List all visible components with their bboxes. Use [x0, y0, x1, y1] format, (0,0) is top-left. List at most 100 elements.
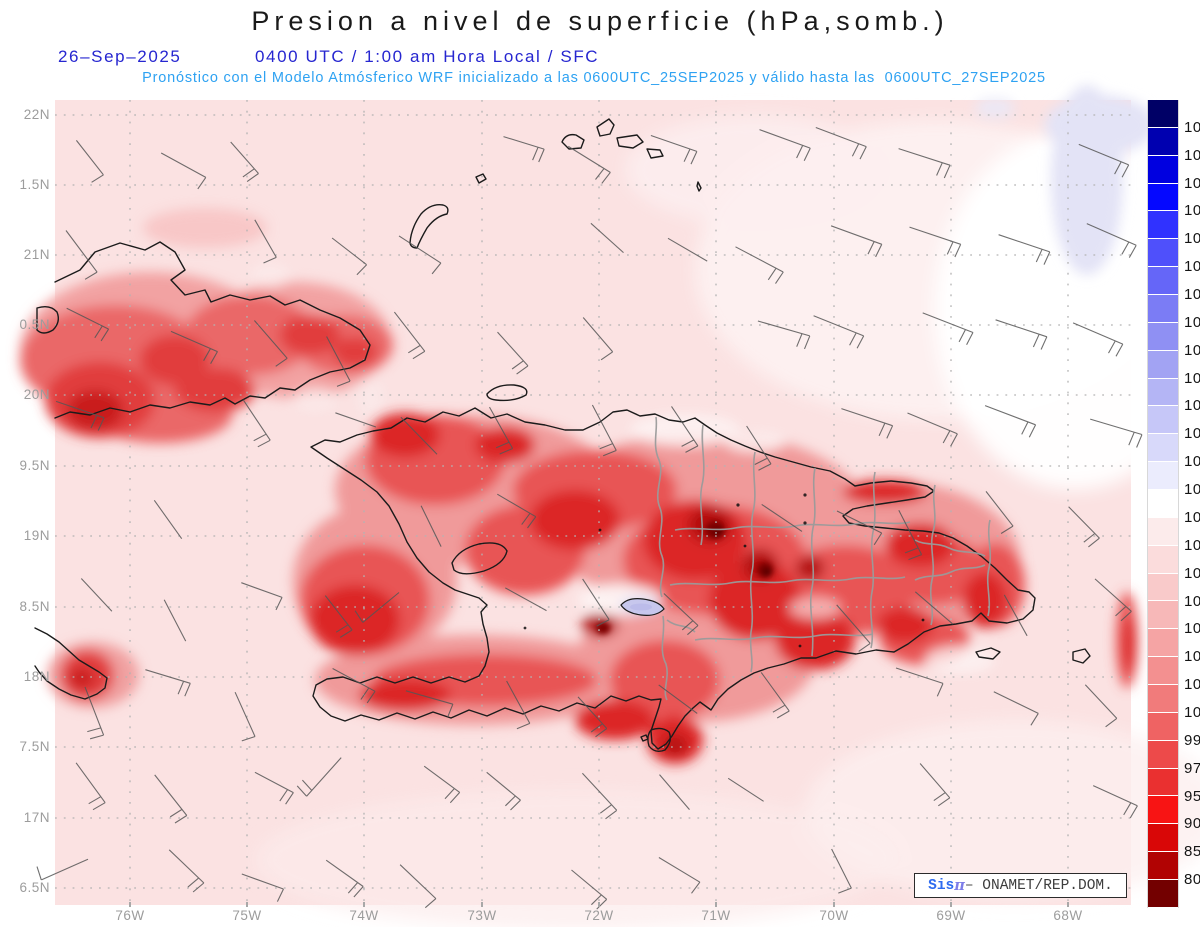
saona-island [975, 647, 1001, 660]
wind-barb [423, 765, 461, 804]
wind-barb [36, 858, 89, 881]
wind-barb [650, 134, 698, 165]
colorbar-segment [1148, 127, 1178, 156]
wind-barb [1092, 785, 1138, 819]
wind-barb [898, 509, 923, 561]
colorbar-tick-label: 900 [1184, 815, 1200, 833]
map-canvas: Sis π – ONAMET/REP.DOM. [20, 85, 1200, 927]
colorbar-segment [1148, 183, 1178, 212]
colorbar-tick-label: 1016 [1184, 425, 1200, 443]
lon-label: 69W [936, 908, 966, 923]
lon-tick [715, 902, 717, 907]
lat-label: 19N [23, 528, 50, 543]
wind-barb [75, 762, 106, 811]
colorbar-tick-label: 1025 [1184, 258, 1200, 276]
page-title: Presion a nivel de superficie (hPa,somb.… [251, 6, 949, 36]
wind-barb [993, 691, 1039, 726]
wind-barb [841, 408, 894, 439]
colorbar-tick-label: 1018 [1184, 369, 1200, 387]
wind-barb [1072, 322, 1124, 357]
colorbar-segment [1148, 267, 1178, 296]
lat-label: 8.5N [19, 599, 50, 614]
lat-label: 1.5N [19, 177, 50, 192]
colorbar-tick-label: 990 [1184, 731, 1200, 749]
wind-barb [582, 578, 610, 627]
colorbar-tick-label: 1014 [1184, 481, 1200, 499]
colorbar [1147, 100, 1179, 908]
wind-barb [497, 493, 537, 529]
colorbar-segment [1148, 239, 1178, 268]
colorbar-segment [1148, 295, 1178, 323]
wind-barb [1078, 143, 1130, 178]
wind-barb [241, 873, 284, 902]
colorbar-segment [1148, 573, 1178, 602]
wind-barb [995, 319, 1048, 350]
cuba-coastline [54, 241, 371, 419]
dr-province-borders [654, 416, 992, 701]
wind-barb [393, 311, 426, 360]
colorbar-tick-label: 1019 [1184, 341, 1200, 359]
inagua-island [36, 305, 60, 334]
lon-tick [363, 902, 365, 907]
wind-barb [836, 604, 871, 652]
wind-barb [998, 234, 1051, 265]
wind-barb [242, 399, 271, 448]
colorbar-tick-label: 1028 [1184, 230, 1200, 248]
wind-barb [919, 763, 951, 807]
colorbar-segment [1148, 852, 1178, 881]
colorbar-tick-label: 1012 [1184, 536, 1200, 554]
lon-tick [129, 902, 131, 907]
lat-label: 6.5N [19, 880, 50, 895]
wind-barb [1086, 223, 1137, 258]
lat-label: 17N [23, 810, 50, 825]
wind-barb [757, 320, 811, 350]
lon-label: 76W [115, 908, 145, 923]
colorbar-segment [1148, 155, 1178, 184]
wind-barb [581, 772, 618, 820]
wind-barb [658, 684, 698, 714]
hispaniola-coastline [310, 407, 1036, 750]
wind-barb [335, 412, 377, 428]
colorbar-segment [1148, 350, 1178, 379]
wind-barb [399, 864, 437, 909]
wind-barb [1090, 418, 1143, 448]
colorbar-segment [1148, 768, 1178, 797]
colorbar-segment [1148, 657, 1178, 686]
watermark-sis: Sis [928, 877, 955, 894]
wind-barb [761, 503, 803, 532]
lat-label: 22N [23, 107, 50, 122]
forecast-date: 26–Sep–2025 [58, 47, 182, 66]
wind-barb [153, 499, 183, 540]
wind-barb [354, 592, 400, 623]
colorbar-tick-label: 1015 [1184, 453, 1200, 471]
wind-barb [75, 140, 104, 183]
cuba-pressure-shading [20, 208, 393, 443]
wind-barb [332, 668, 376, 704]
lake-enriquillo [620, 598, 665, 616]
wind-barb [84, 686, 105, 740]
wind-barb [830, 225, 883, 258]
lon-tick [598, 902, 600, 907]
colorbar-tick-label: 800 [1184, 871, 1200, 889]
colorbar-segment [1148, 322, 1178, 351]
lon-label: 75W [232, 908, 262, 923]
wind-barb [815, 126, 867, 160]
colorbar-segment [1148, 462, 1178, 491]
colorbar-segment [1148, 545, 1178, 574]
lon-label: 74W [349, 908, 379, 923]
wind-barb [985, 491, 1014, 534]
colorbar-segment [1148, 517, 1178, 546]
wind-barb [663, 593, 699, 636]
wind-barb [1094, 578, 1132, 622]
wind-barb [895, 667, 944, 697]
wind-barb [145, 669, 191, 697]
watermark-org: ONAMET/REP.DOM. [982, 877, 1113, 894]
pressure-field [20, 85, 1200, 927]
watermark-pi-icon: π [954, 877, 965, 894]
watermark: Sis π – ONAMET/REP.DOM. [914, 873, 1127, 898]
lat-label: 9.5N [19, 458, 50, 473]
colorbar-tick-label: 950 [1184, 787, 1200, 805]
wind-barb [405, 690, 454, 718]
wind-barb [160, 152, 207, 190]
wind-barb [577, 696, 608, 738]
